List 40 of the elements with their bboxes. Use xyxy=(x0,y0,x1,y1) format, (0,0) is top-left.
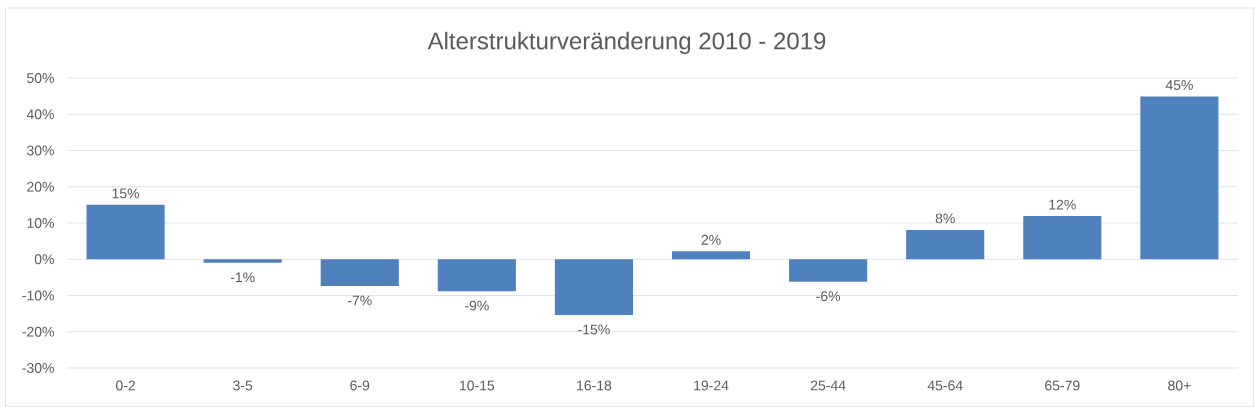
y-tick-label: 0% xyxy=(34,254,54,265)
bar xyxy=(671,251,751,260)
x-tick-label: 25-44 xyxy=(810,380,846,391)
data-label: 45% xyxy=(1165,80,1193,90)
x-tick-label: 45-64 xyxy=(927,380,963,391)
bar xyxy=(906,229,985,260)
y-tick-label: -20% xyxy=(22,326,54,337)
x-tick-label: 19-24 xyxy=(694,380,729,391)
bar xyxy=(203,259,282,263)
x-tick-label: 10-15 xyxy=(460,380,495,391)
data-label: -1% xyxy=(230,272,255,283)
data-label: -6% xyxy=(816,291,841,302)
y-tick-label: -30% xyxy=(22,363,54,373)
data-label: 15% xyxy=(112,188,140,199)
data-label: 2% xyxy=(701,234,721,245)
bar xyxy=(1023,216,1102,260)
bar xyxy=(554,259,633,316)
y-tick-label: -10% xyxy=(22,290,54,301)
x-tick-label: 0-2 xyxy=(116,380,135,391)
y-tick-label: 40% xyxy=(26,109,54,120)
data-label: -9% xyxy=(465,300,489,311)
x-tick-label: 16-18 xyxy=(577,380,612,391)
x-tick-label: 80+ xyxy=(1168,380,1191,391)
y-tick-label: 10% xyxy=(27,218,54,228)
bar xyxy=(320,259,399,287)
x-tick-label: 65-79 xyxy=(1045,380,1080,391)
data-label: 12% xyxy=(1049,199,1076,210)
bar xyxy=(789,259,868,282)
x-tick-label: 3-5 xyxy=(233,380,253,391)
bar xyxy=(1140,96,1219,260)
data-label: 8% xyxy=(935,213,955,224)
y-tick-label: 20% xyxy=(27,181,54,192)
y-tick-label: 30% xyxy=(27,145,54,156)
y-tick-label: 50% xyxy=(27,73,54,83)
data-label: -7% xyxy=(347,295,372,306)
bar xyxy=(437,259,516,292)
bar xyxy=(86,204,165,260)
chart-title: Alterstrukturveränderung 2010 - 2019 xyxy=(427,31,826,55)
x-tick-label: 6-9 xyxy=(350,380,370,391)
data-label: -15% xyxy=(578,324,610,335)
